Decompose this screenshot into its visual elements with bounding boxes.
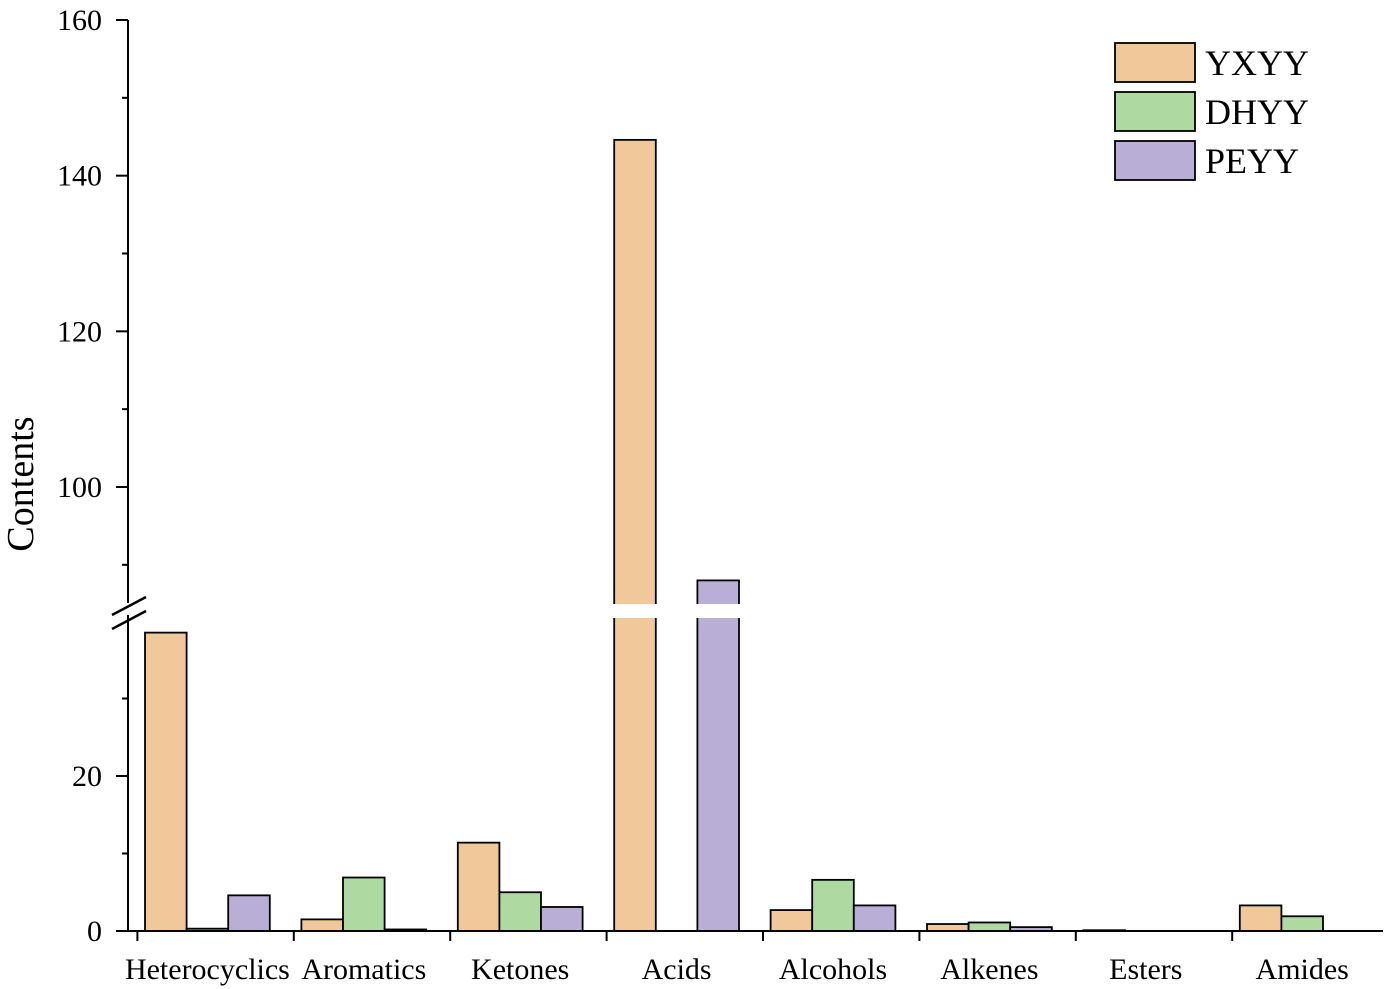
bar-peyy-ketones bbox=[540, 906, 584, 932]
legend-label-peyy: PEYY bbox=[1205, 141, 1299, 181]
bars-layer bbox=[144, 138, 1324, 932]
legend-label-dhyy: DHYY bbox=[1205, 92, 1309, 132]
x-tick-label: Esters bbox=[1109, 953, 1182, 986]
axis-break-mark-2 bbox=[111, 609, 147, 631]
axis-break-gap bbox=[611, 604, 659, 618]
x-tick-label: Acids bbox=[642, 953, 712, 986]
legend: YXYY DHYY PEYY bbox=[1114, 42, 1309, 181]
bar-dhyy-aromatics bbox=[342, 876, 386, 932]
x-tick-label: Amides bbox=[1256, 953, 1349, 986]
x-tick-label: Alkenes bbox=[940, 953, 1038, 986]
y-tick-label: 140 bbox=[57, 160, 102, 193]
x-tick-label: Ketones bbox=[471, 953, 569, 986]
y-tick-label: 120 bbox=[57, 315, 102, 348]
x-tick-label: Aromatics bbox=[301, 953, 426, 986]
bar-yxyy-alcohols bbox=[769, 909, 814, 932]
y-tick-label: 0 bbox=[87, 915, 102, 948]
legend-swatch-dhyy bbox=[1114, 91, 1196, 132]
legend-label-yxyy: YXYY bbox=[1205, 43, 1309, 83]
bar-dhyy-amides bbox=[1280, 915, 1324, 932]
y-tick-label: 100 bbox=[57, 471, 102, 504]
x-tick-label: Alcohols bbox=[779, 953, 887, 986]
legend-swatch-peyy bbox=[1114, 140, 1196, 181]
axes-layer bbox=[111, 20, 1383, 932]
bar-peyy-alcohols bbox=[852, 904, 897, 932]
x-tick-label: Heterocyclics bbox=[125, 953, 290, 986]
bar-peyy-acids bbox=[696, 579, 740, 932]
bar-peyy-heterocyclics bbox=[227, 894, 271, 932]
bar-yxyy-ketones bbox=[456, 841, 501, 932]
ticks-layer: 0 20 100 120 140 160 bbox=[57, 4, 1234, 948]
legend-swatch-yxyy bbox=[1114, 42, 1196, 83]
y-axis-label: Contents bbox=[0, 416, 42, 551]
y-tick-label: 160 bbox=[57, 4, 102, 37]
bar-yxyy-aromatics bbox=[300, 918, 344, 932]
bar-yxyy-alkenes bbox=[926, 923, 970, 932]
axis-break-mark-1 bbox=[111, 595, 147, 617]
bar-dhyy-alcohols bbox=[811, 878, 855, 932]
bar-dhyy-alkenes bbox=[967, 921, 1012, 932]
bar-yxyy-heterocyclics bbox=[144, 631, 188, 932]
bar-yxyy-acids bbox=[613, 138, 657, 932]
labels-layer: Heterocyclics Aromatics Ketones Acids Alcoho… bbox=[125, 953, 1349, 986]
bar-yxyy-amides bbox=[1238, 904, 1283, 932]
axis-break-gap bbox=[694, 604, 742, 618]
y-tick-label: 20 bbox=[72, 760, 102, 793]
bar-dhyy-ketones bbox=[498, 891, 542, 932]
